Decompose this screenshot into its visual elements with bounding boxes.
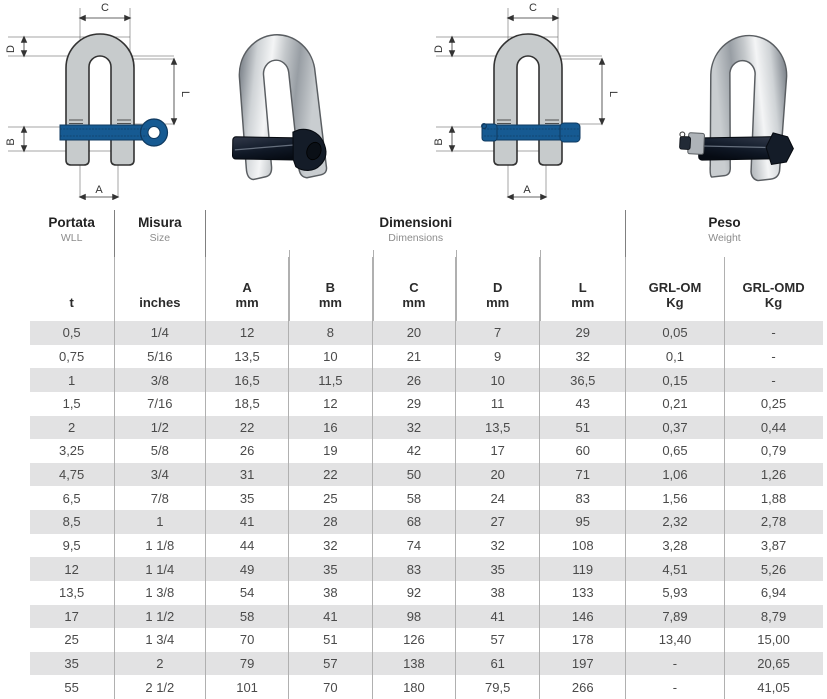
- svg-text:A: A: [523, 184, 531, 196]
- svg-text:L: L: [607, 91, 619, 97]
- svg-text:C: C: [529, 2, 537, 14]
- svg-text:B: B: [433, 138, 445, 145]
- svg-text:B: B: [5, 138, 17, 145]
- svg-text:D: D: [433, 45, 445, 53]
- svg-text:D: D: [5, 45, 17, 53]
- svg-text:L: L: [179, 91, 191, 97]
- svg-text:A: A: [95, 184, 103, 196]
- svg-text:C: C: [101, 2, 109, 14]
